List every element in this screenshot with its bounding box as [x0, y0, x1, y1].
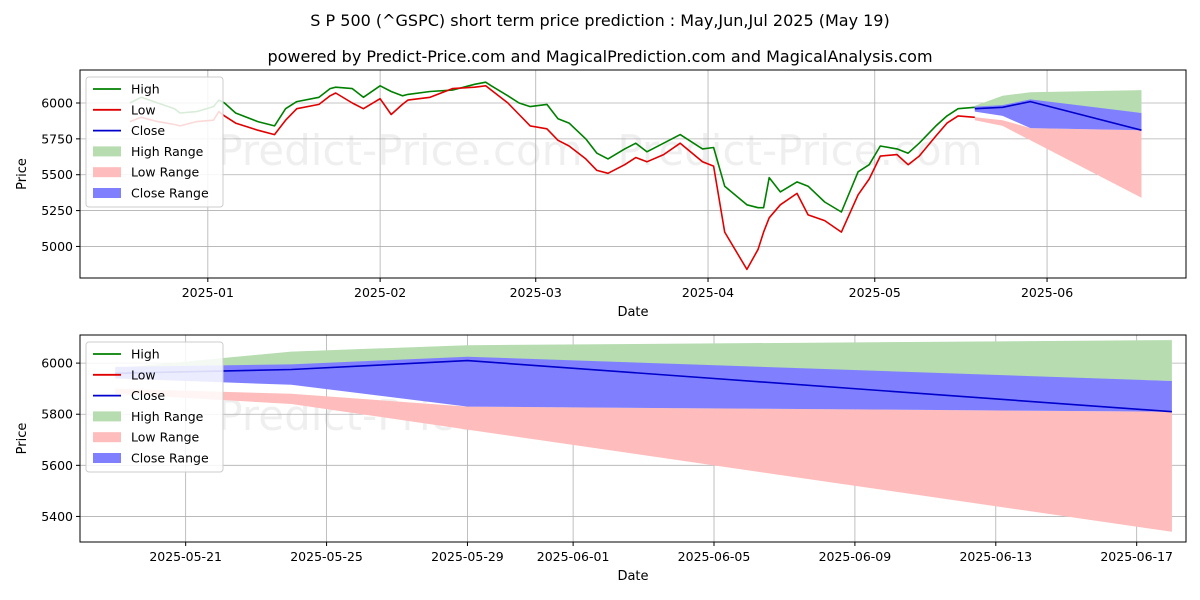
- y-tick-label: 5750: [41, 131, 73, 146]
- legend-label: High: [131, 82, 160, 97]
- y-tick-label: 6000: [41, 95, 73, 110]
- x-tick-label: 2025-06-09: [819, 549, 892, 564]
- legend-patch-swatch: [93, 411, 121, 422]
- legend-label: Low Range: [131, 430, 200, 445]
- legend-label: Close Range: [131, 451, 209, 466]
- x-tick-label: 2025-05-21: [149, 549, 222, 564]
- close-range-band: [115, 356, 1172, 412]
- x-tick-label: 2025-06: [1021, 285, 1073, 300]
- legend-label: High: [131, 347, 160, 362]
- watermark-text: Predict-Price.com: [217, 271, 582, 320]
- x-tick-label: 2025-03: [510, 285, 562, 300]
- y-tick-label: 5800: [41, 407, 73, 422]
- y-tick-label: 6000: [41, 356, 73, 371]
- y-tick-label: 5600: [41, 458, 73, 473]
- x-axis-label: Date: [617, 569, 648, 584]
- lower-forecast-panel: Predict-Price.comPredict-Price.comPredic…: [15, 334, 1187, 585]
- x-tick-label: 2025-01: [182, 285, 234, 300]
- watermark-text: Predict-Price.com: [617, 536, 982, 585]
- high-series-line: [129, 81, 975, 213]
- y-tick-label: 5500: [41, 167, 73, 182]
- legend: High Low Close High Range Low Range Close Ran…: [85, 76, 224, 208]
- y-tick-label: 5400: [41, 509, 73, 524]
- x-tick-label: 2025-05-29: [431, 549, 504, 564]
- legend-patch-swatch: [93, 167, 121, 178]
- legend-label: High Range: [131, 409, 204, 424]
- x-tick-label: 2025-06-13: [959, 549, 1032, 564]
- plot-frame: [79, 69, 1187, 279]
- x-tick-label: 2025-04: [682, 285, 734, 300]
- watermark-group: Predict-Price.com Predict-Price.com Predic…: [217, 126, 982, 320]
- legend-patch-swatch: [93, 188, 121, 198]
- watermark-text: Predict-Price.com: [617, 271, 982, 320]
- x-tick-label: 2025-06-05: [678, 549, 751, 564]
- watermark-text: Predict-Price.com: [617, 126, 982, 175]
- high-range-band: [115, 340, 1172, 381]
- low-series-line: [129, 85, 975, 271]
- watermark-text: Predict-Price.com: [217, 536, 582, 585]
- y-axis-label: Price: [15, 158, 30, 190]
- legend-label: Low Range: [131, 165, 200, 180]
- legend-label: Close: [131, 388, 165, 403]
- low-range-band: [974, 117, 1142, 198]
- upper-price-panel: Predict-Price.com Predict-Price.com Predic…: [15, 69, 1187, 320]
- y-axis-label: Price: [15, 423, 30, 455]
- x-axis-label: Date: [617, 305, 648, 320]
- legend-label: Close: [131, 123, 165, 138]
- legend-patch-swatch: [93, 432, 121, 443]
- low-range-band: [115, 388, 1172, 532]
- x-tick-label: 2025-05-25: [290, 549, 363, 564]
- legend-label: Low: [131, 367, 156, 382]
- chart-subtitle: powered by Predict-Price.com and Magical…: [267, 47, 932, 66]
- x-tick-label: 2025-06-17: [1100, 549, 1173, 564]
- plot-frame: [79, 334, 1187, 543]
- x-tick-label: 2025-02: [354, 285, 406, 300]
- legend-patch-swatch: [93, 453, 121, 463]
- y-tick-label: 5250: [41, 203, 73, 218]
- legend-label: High Range: [131, 144, 204, 159]
- close-series-line: [974, 100, 1142, 131]
- legend-label: Close Range: [131, 186, 209, 201]
- legend-label: Low: [131, 102, 156, 117]
- legend: High Low Close High Range Low Range Close Ran…: [85, 341, 224, 473]
- x-tick-label: 2025-06-01: [537, 549, 610, 564]
- close-range-band: [974, 99, 1142, 131]
- high-range-band: [974, 90, 1142, 113]
- watermark-text: Predict-Price.com: [217, 126, 582, 175]
- legend-patch-swatch: [93, 146, 121, 157]
- y-tick-label: 5000: [41, 239, 73, 254]
- chart-title: S P 500 (^GSPC) short term price predict…: [310, 11, 889, 30]
- x-tick-label: 2025-05: [849, 285, 901, 300]
